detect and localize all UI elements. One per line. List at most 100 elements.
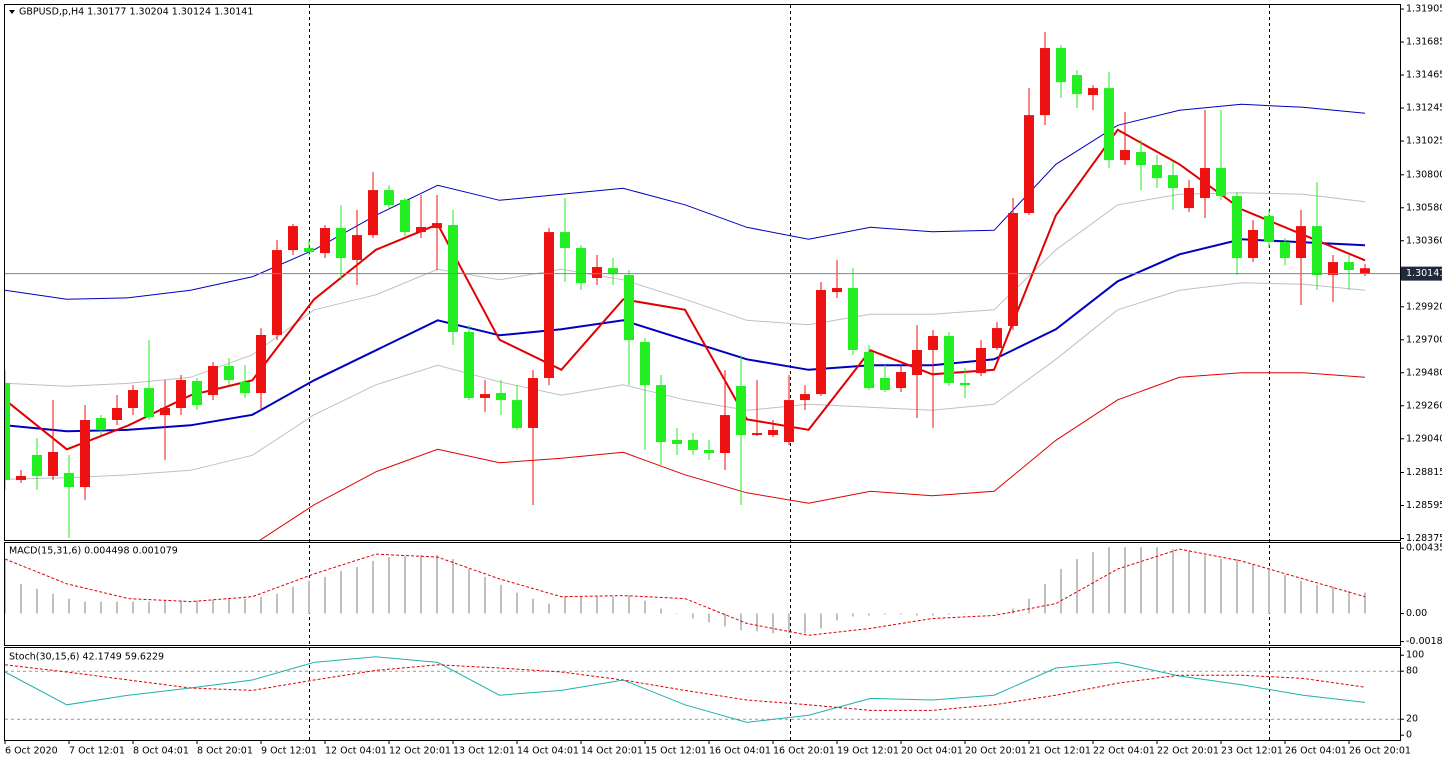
histogram-bar <box>564 596 566 614</box>
y-tick-label: 1.29040 <box>1406 433 1442 444</box>
candle-body <box>144 388 154 418</box>
histogram-bar <box>964 613 966 614</box>
y-tick-label: 1.30580 <box>1406 202 1442 213</box>
candle-body <box>896 372 906 389</box>
histogram-bar <box>5 559 6 614</box>
indicator-line <box>5 103 1366 300</box>
histogram-bar <box>1076 559 1078 614</box>
candle-body <box>1024 115 1034 214</box>
candle-body <box>1216 168 1226 197</box>
candle-body <box>800 394 810 401</box>
histogram-bar <box>132 601 134 614</box>
histogram-bar <box>84 601 86 614</box>
indicator-line <box>259 372 1366 540</box>
candle-body <box>256 334 266 394</box>
candle-body <box>560 232 570 248</box>
histogram-bar <box>1300 580 1302 614</box>
x-tick-label: 6 Oct 2020 <box>5 746 58 757</box>
candle-body <box>32 454 42 476</box>
x-tick-label: 19 Oct 12:01 <box>837 746 899 757</box>
candle-body <box>1152 165 1162 179</box>
menu-arrow <box>9 10 15 14</box>
histogram-bar <box>916 613 918 616</box>
histogram-bar <box>436 555 438 614</box>
candle-body <box>320 228 330 254</box>
panel-plot <box>5 547 1366 636</box>
candle-body <box>1120 150 1130 161</box>
candle-body <box>80 420 90 488</box>
histogram-bar <box>852 613 854 617</box>
y-tick-label: 1.31465 <box>1406 70 1442 81</box>
bid-label: 1.30141 <box>1406 268 1442 279</box>
candle-body <box>992 328 1002 349</box>
histogram-bar <box>20 583 22 614</box>
macd-frame <box>4 542 1401 646</box>
x-tick-label: 16 Oct 20:01 <box>773 746 835 757</box>
candle-body <box>496 393 506 401</box>
histogram-bar <box>356 567 358 614</box>
histogram-bar <box>612 596 614 614</box>
histogram-bar <box>1028 598 1030 614</box>
histogram-bar <box>500 584 502 614</box>
x-tick-label: 8 Oct 04:01 <box>133 746 189 757</box>
stoch-title: Stoch(30,15,6) 42.1749 59.6229 <box>9 652 164 663</box>
histogram-bar <box>1220 559 1222 614</box>
candle-body <box>272 250 282 335</box>
x-tick-label: 14 Oct 20:01 <box>581 746 643 757</box>
candle-body <box>192 381 202 406</box>
histogram-bar <box>324 576 326 614</box>
y-tick-label: 0.00 <box>1406 608 1427 619</box>
candle-body <box>768 430 778 436</box>
candle-body <box>832 288 842 293</box>
y-tick-label: 1.28815 <box>1406 467 1442 478</box>
candle-body <box>400 199 410 233</box>
histogram-bar <box>836 613 838 621</box>
candle-body <box>1184 187 1194 209</box>
candle-body <box>1136 151 1146 166</box>
candle-body <box>1264 216 1274 242</box>
histogram-bar <box>756 613 758 632</box>
main-frame <box>4 4 1401 541</box>
y-tick-label: 1.28595 <box>1406 500 1442 511</box>
candle-body <box>1088 88 1098 95</box>
histogram-bar <box>516 592 518 614</box>
x-tick-label: 12 Oct 04:01 <box>325 746 387 757</box>
y-tick-label: 1.30360 <box>1406 235 1442 246</box>
candle-body <box>176 379 186 409</box>
candle-body <box>64 472 74 488</box>
histogram-bar <box>1252 564 1254 614</box>
histogram-bar <box>980 613 982 614</box>
histogram-bar <box>1012 608 1014 614</box>
candle-body <box>128 390 138 409</box>
candle-body <box>816 289 826 395</box>
candle-body <box>512 400 522 428</box>
histogram-bar <box>1348 590 1350 614</box>
histogram-bar <box>772 613 774 634</box>
histogram-bar <box>228 598 230 614</box>
histogram-bar <box>484 576 486 614</box>
histogram-bar <box>804 613 806 634</box>
candle-body <box>1056 48 1066 83</box>
x-tick-label: 16 Oct 04:01 <box>709 746 771 757</box>
histogram-bar <box>548 603 550 614</box>
histogram-bar <box>260 596 262 614</box>
candle-body <box>1008 213 1018 326</box>
candle-body <box>608 268 618 275</box>
macd-title: MACD(15,31,6) 0.004498 0.001079 <box>9 546 178 557</box>
histogram-bar <box>1188 551 1190 614</box>
indicator-line <box>5 664 1366 711</box>
candle-body <box>656 385 666 443</box>
y-tick-label: 1.29700 <box>1406 334 1442 345</box>
histogram-bar <box>388 557 390 614</box>
candle-body <box>864 352 874 389</box>
histogram-bar <box>580 596 582 614</box>
histogram-bar <box>1156 547 1158 614</box>
y-tick-label: 1.31905 <box>1406 4 1442 15</box>
y-tick-label: 80 <box>1406 666 1418 677</box>
histogram-bar <box>788 613 790 634</box>
candle-body <box>736 385 746 436</box>
histogram-bar <box>708 613 710 623</box>
candle-body <box>1312 226 1322 275</box>
candle-body <box>752 433 762 436</box>
histogram-bar <box>900 613 902 615</box>
